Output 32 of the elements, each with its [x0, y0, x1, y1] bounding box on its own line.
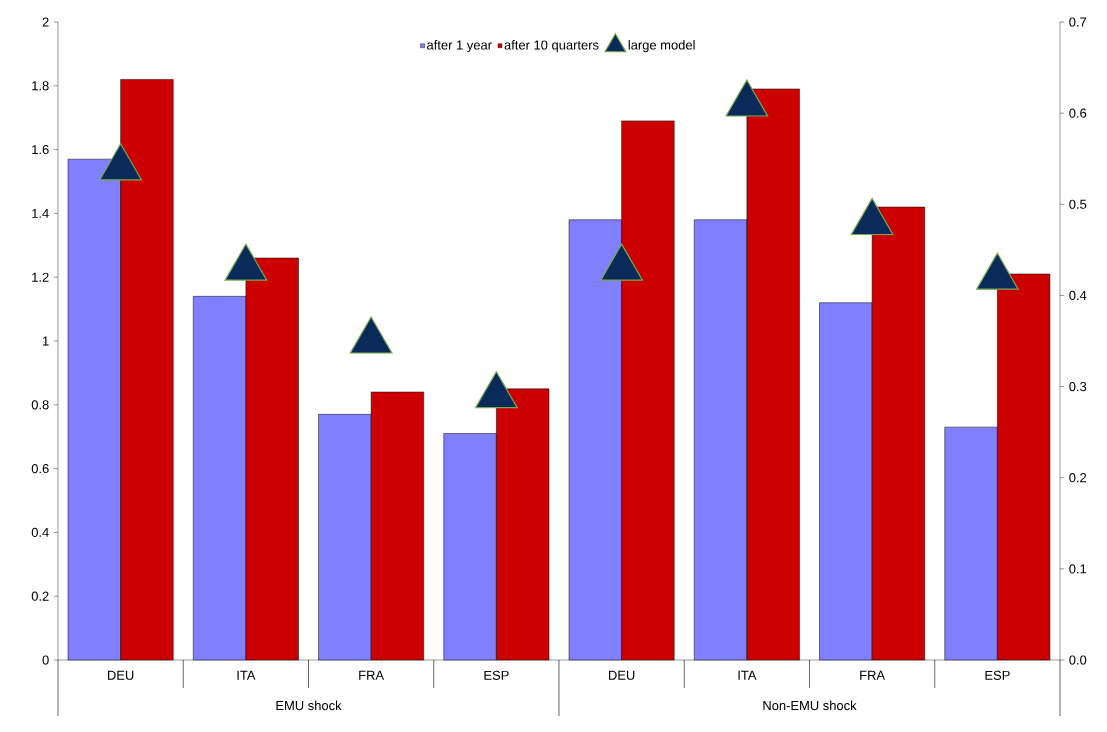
y-tick-label: 0.8	[31, 400, 49, 410]
x-tick-label: FRA	[359, 670, 385, 680]
y-tick-label: 2	[42, 17, 49, 27]
y-tick-label: 0.2	[31, 591, 49, 601]
legend-label: after 10 quarters	[504, 40, 599, 53]
x-tick-label: DEU	[108, 670, 134, 680]
y2-tick-label: 0.1	[1069, 564, 1087, 574]
x-tick-label: DEU	[609, 670, 635, 680]
y2-tick-label: 0.5	[1069, 199, 1087, 209]
y-tick-label: 0.4	[31, 527, 49, 537]
y-tick-label: 1.6	[32, 145, 49, 155]
x-tick-label: ESP	[985, 670, 1010, 680]
y2-tick-label: 0.6	[1069, 108, 1087, 118]
y2-tick-label: 0.2	[1069, 473, 1087, 483]
y2-tick-label: 0.3	[1069, 381, 1087, 392]
x-tick-label: ESP	[484, 670, 509, 680]
legend-label: large model	[628, 40, 695, 53]
y-tick-label: 0	[42, 655, 49, 665]
y2-tick-label: 0.0	[1069, 655, 1087, 665]
y2-tick-label: 0.4	[1069, 290, 1087, 301]
text: Non-EMU shock	[763, 700, 857, 711]
y-tick-label: 1.8	[32, 81, 49, 91]
x-tick-label: ITA	[237, 670, 256, 680]
x-tick-label: ITA	[738, 670, 757, 680]
y-tick-label: 1	[43, 336, 49, 346]
legend-label: after 1 year	[427, 40, 492, 53]
y-tick-label: 0.6	[31, 464, 49, 474]
text: EMU shock	[276, 700, 342, 711]
x-tick-label: FRA	[860, 670, 886, 680]
y2-tick-label: 0.7	[1069, 17, 1087, 27]
y-tick-label: 1.2	[32, 272, 49, 282]
y-tick-label: 1.4	[32, 208, 49, 218]
